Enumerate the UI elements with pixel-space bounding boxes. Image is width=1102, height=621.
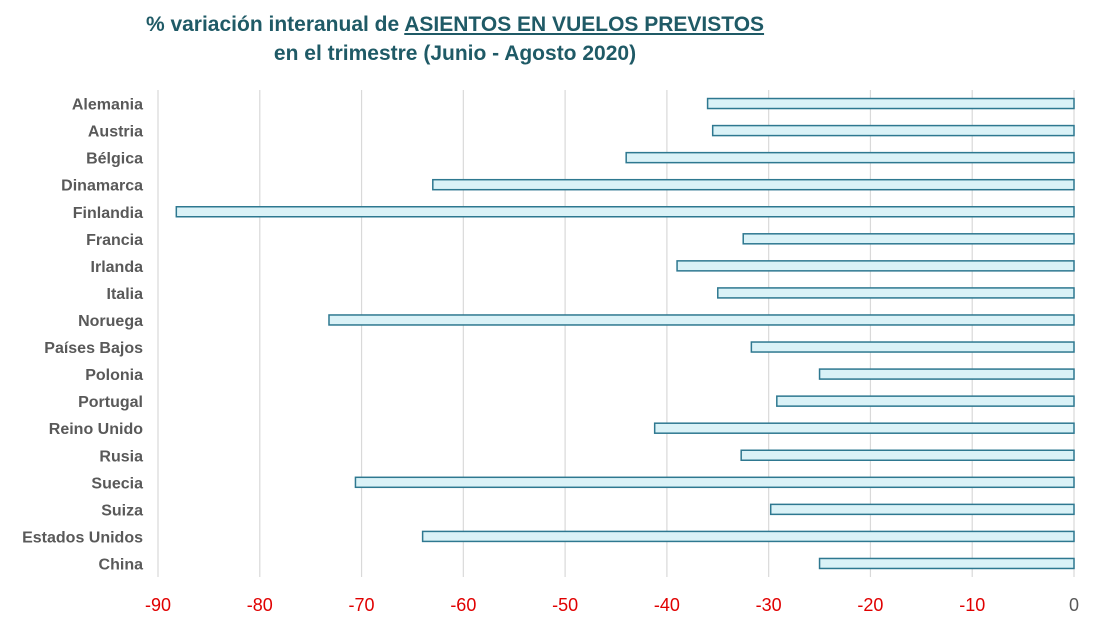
category-label: Irlanda [91, 259, 144, 276]
bar [175, 206, 1075, 218]
bar [750, 341, 1075, 353]
category-label: Italia [107, 286, 144, 303]
bar [711, 124, 1075, 137]
category-label: Portugal [78, 394, 143, 411]
gridlines [157, 90, 1075, 577]
x-tick-label: -80 [247, 595, 273, 615]
x-tick-label: -90 [145, 595, 171, 615]
bar [328, 314, 1075, 326]
x-tick-label: -50 [552, 595, 578, 615]
bar [432, 178, 1075, 191]
bar [625, 151, 1075, 164]
bar [818, 368, 1075, 380]
chart-title: % variación interanual de ASIENTOS EN VU… [0, 10, 910, 68]
category-label: Países Bajos [44, 340, 143, 357]
x-tick-label: -60 [450, 595, 476, 615]
category-label: China [99, 556, 144, 573]
chart-title-line1: % variación interanual de ASIENTOS EN VU… [0, 10, 910, 39]
category-label: Francia [86, 232, 143, 249]
x-tick-label: -40 [654, 595, 680, 615]
bar [653, 422, 1075, 434]
bar [421, 530, 1075, 543]
bar [717, 287, 1075, 299]
bar [676, 260, 1075, 272]
category-label: Noruega [78, 313, 143, 330]
x-tick-label: -20 [857, 595, 883, 615]
x-tick-label: -30 [756, 595, 782, 615]
category-label: Reino Unido [49, 421, 143, 438]
category-label: Austria [88, 124, 143, 141]
bar [742, 233, 1075, 245]
category-label: Dinamarca [61, 178, 143, 195]
category-label: Finlandia [73, 205, 143, 222]
bar [776, 395, 1075, 407]
title-line2: en el trimestre (Junio - Agosto 2020) [273, 42, 637, 65]
category-label: Estados Unidos [22, 529, 143, 546]
category-labels: Alemania Austria Bélgica Dinamarca Finlandia… [22, 97, 143, 574]
category-label: Alemania [72, 97, 143, 114]
x-tick-label: -70 [349, 595, 375, 615]
title-prefix: % variación interanual de [145, 13, 405, 36]
bar [354, 476, 1075, 489]
x-tick-label: 0 [1069, 595, 1079, 615]
category-label: Bélgica [86, 151, 143, 168]
x-tick-labels: -90 -80 -70 -60 -50 -40 -30 -20 -10 0 [145, 595, 1079, 615]
category-label: Suiza [101, 502, 143, 519]
bar [740, 449, 1075, 461]
bar [706, 97, 1075, 110]
category-label: Rusia [99, 448, 143, 465]
category-label: Polonia [85, 367, 143, 384]
bars [175, 97, 1075, 570]
category-label: Suecia [91, 475, 143, 492]
x-tick-label: -10 [959, 595, 985, 615]
bar [769, 503, 1075, 516]
bar [818, 557, 1075, 570]
title-emphasis: ASIENTOS EN VUELOS PREVISTOS [404, 13, 765, 36]
